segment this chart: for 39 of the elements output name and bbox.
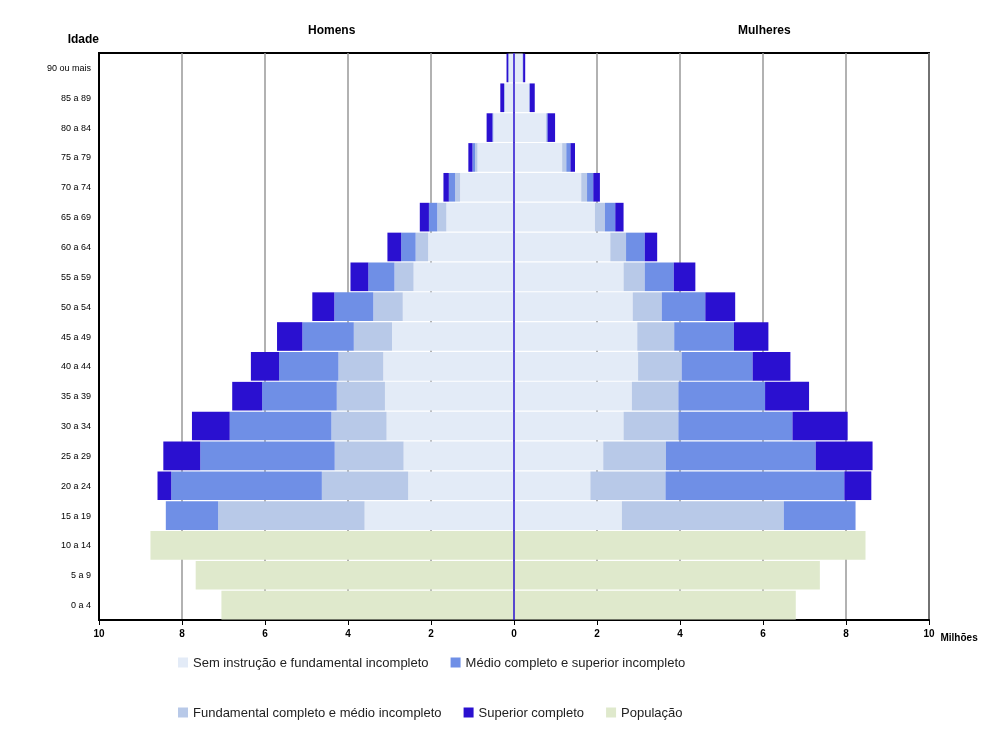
y-tick-label: 75 a 79 <box>60 152 91 163</box>
x-tick-label: 10 <box>93 627 105 639</box>
x-tick-label: 8 <box>843 627 850 639</box>
y-tick-label: 80 a 84 <box>60 122 91 133</box>
x-tick-label: 2 <box>594 627 601 639</box>
x-tick-label: 2 <box>428 627 435 639</box>
x-tick-label: 8 <box>179 627 186 639</box>
x-tick-label: 4 <box>677 627 684 639</box>
y-tick-label: 0 a 4 <box>70 600 91 611</box>
y-tick-label: 35 a 39 <box>60 391 91 402</box>
y-tick-label: 10 a 14 <box>60 540 91 551</box>
legend-label: Sem instrução e fundamental incompleto <box>193 655 429 670</box>
y-tick-label: 70 a 74 <box>60 182 91 193</box>
y-axis-title: Idade <box>67 32 100 46</box>
y-tick-label: 90 ou mais <box>46 62 92 73</box>
y-tick-label: 60 a 64 <box>60 241 91 252</box>
x-axis-title: Milhões <box>940 631 979 643</box>
y-tick-label: 50 a 54 <box>60 301 91 312</box>
y-tick-label: 5 a 9 <box>70 570 91 581</box>
y-tick-label: 55 a 59 <box>60 271 91 282</box>
x-tick-label: 10 <box>923 627 935 639</box>
legend-label: Médio completo e superior incompleto <box>465 655 686 670</box>
y-tick-label: 45 a 49 <box>60 331 91 342</box>
y-tick-label: 20 a 24 <box>60 480 91 491</box>
x-tick-label: 6 <box>262 627 269 639</box>
x-tick-label: 4 <box>345 627 352 639</box>
y-tick-label: 65 a 69 <box>60 212 91 223</box>
x-tick-label: 6 <box>760 627 767 639</box>
legend-label: Fundamental completo e médio incompleto <box>193 705 442 720</box>
text: Mulheres <box>738 23 792 37</box>
y-tick-label: 30 a 34 <box>60 421 91 432</box>
text: Homens <box>308 23 356 37</box>
y-tick-label: 85 a 89 <box>60 92 91 103</box>
y-tick-label: 15 a 19 <box>60 510 91 521</box>
y-tick-label: 25 a 29 <box>60 450 91 461</box>
x-tick-label: 0 <box>511 627 518 639</box>
y-tick-label: 40 a 44 <box>60 361 91 372</box>
legend-label: População <box>621 705 683 720</box>
legend-label: Superior completo <box>478 705 585 720</box>
